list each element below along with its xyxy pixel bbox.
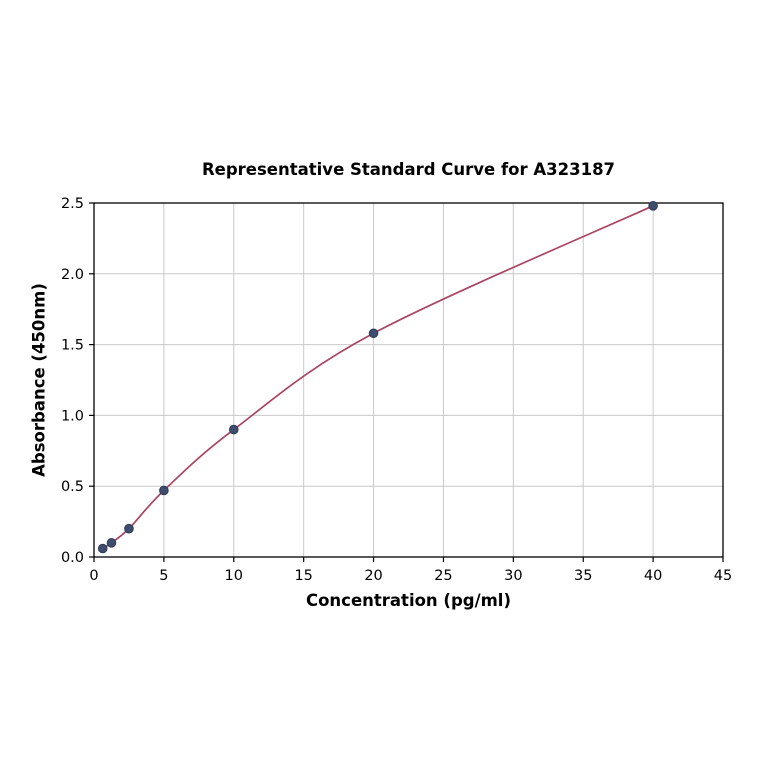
data-point [368,328,379,339]
x-tick-label: 35 [574,568,592,584]
y-tick-label: 0.0 [61,550,84,566]
y-tick-label: 1.0 [61,408,84,424]
x-tick-label: 5 [159,568,168,584]
data-point [648,201,658,211]
data-point [124,523,134,534]
x-tick-label: 10 [225,568,243,584]
x-tick-label: 25 [434,568,452,584]
x-tick-label: 40 [644,568,662,584]
x-tick-label: 20 [364,568,382,584]
data-point [228,424,239,435]
data-point [106,538,117,548]
x-axis-label: Concentration (pg/ml) [305,591,512,610]
data-point [159,485,169,496]
x-tick-label: 30 [504,568,522,584]
x-tick-label: 45 [714,568,732,584]
plot-border [93,202,724,558]
data-point [97,543,108,554]
y-tick-label: 0.5 [61,479,84,495]
y-tick-label: 2.5 [61,196,84,212]
y-tick-label: 1.5 [61,338,84,354]
fit-curve [102,205,654,550]
x-tick-label: 15 [294,568,312,584]
chart-title: Representative Standard Curve for A32318… [201,160,616,179]
y-tick-label: 2.0 [61,267,84,283]
x-tick-label: 0 [89,568,98,584]
